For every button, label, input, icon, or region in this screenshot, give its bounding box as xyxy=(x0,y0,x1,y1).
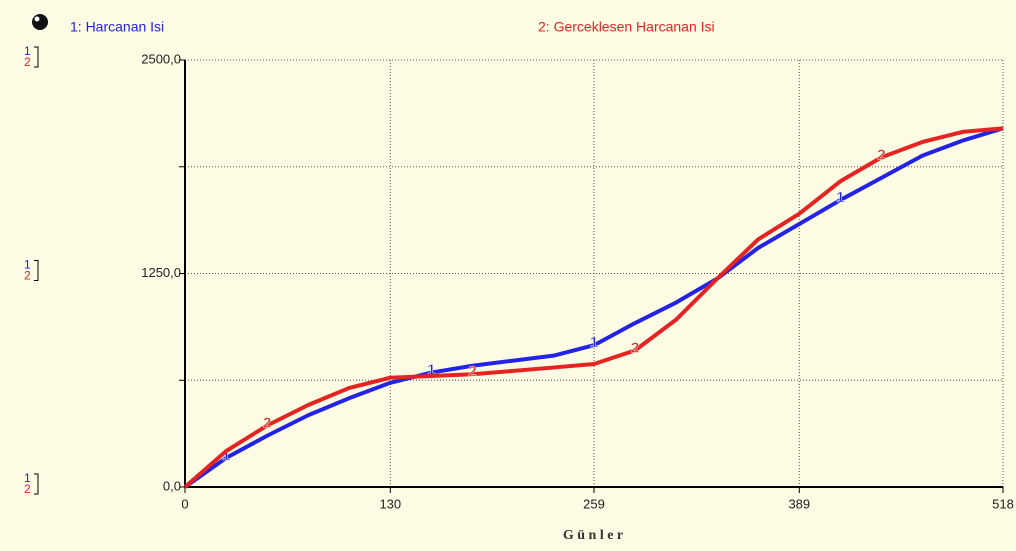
scale-marker: 2 xyxy=(24,269,31,283)
curve-marker: 2 xyxy=(877,146,885,163)
curve-marker: 1 xyxy=(836,189,844,206)
y-tick-label: 0,0 xyxy=(163,478,181,493)
series-line xyxy=(183,126,1004,489)
scale-marker: 1 xyxy=(24,471,31,485)
x-tick-label: 389 xyxy=(788,496,810,511)
series-line xyxy=(183,126,1004,489)
app-icon-highlight xyxy=(34,16,40,22)
scale-bracket xyxy=(34,260,39,281)
x-tick-label: 259 xyxy=(583,496,605,511)
y-tick-label: 1250,0 xyxy=(141,265,181,280)
curve-marker: 1 xyxy=(222,447,230,464)
curve-marker: 2 xyxy=(468,363,476,380)
scale-marker: 1 xyxy=(24,258,31,272)
scale-bracket xyxy=(34,46,39,68)
legend-entry: 1: Harcanan Isi xyxy=(70,19,164,35)
x-tick-label: 518 xyxy=(992,496,1014,511)
curve-marker: 1 xyxy=(590,334,598,351)
scale-marker: 2 xyxy=(24,55,31,69)
scale-bracket xyxy=(34,473,39,495)
curve-marker: 2 xyxy=(631,339,639,356)
x-tick-label: 130 xyxy=(379,496,401,511)
scale-marker: 2 xyxy=(24,482,31,496)
legend-entry: 2: Gerceklesen Harcanan Isi xyxy=(538,19,715,35)
scale-marker: 1 xyxy=(24,44,31,58)
curve-marker: 1 xyxy=(427,362,435,379)
y-tick-label: 2500,0 xyxy=(141,51,181,66)
x-axis-label: G ü n l e r xyxy=(563,528,623,543)
curve-marker: 2 xyxy=(263,414,271,431)
x-tick-label: 0 xyxy=(181,496,188,511)
app-icon xyxy=(32,14,48,30)
